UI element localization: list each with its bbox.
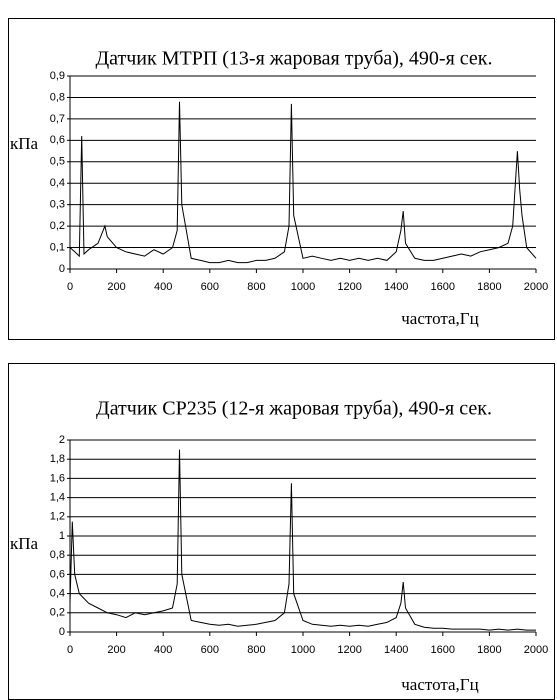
x-tick-label: 800 bbox=[247, 644, 265, 656]
x-axis-label: частота,Гц bbox=[401, 309, 478, 328]
x-tick-label: 0 bbox=[67, 644, 73, 656]
y-tick-label: 0,1 bbox=[50, 241, 65, 253]
x-tick-label: 1000 bbox=[291, 281, 315, 293]
chart-title: Датчик МТРП (13-я жаровая труба), 490-я … bbox=[95, 48, 492, 70]
x-tick-label: 2000 bbox=[524, 644, 548, 656]
chart: Датчик МТРП (13-я жаровая труба), 490-я … bbox=[8, 18, 555, 340]
y-axis-label: кПа bbox=[10, 534, 39, 553]
y-tick-label: 1,4 bbox=[50, 492, 65, 504]
y-tick-label: 0,4 bbox=[50, 588, 65, 600]
y-tick-label: 0,8 bbox=[50, 91, 65, 103]
x-tick-label: 600 bbox=[201, 281, 219, 293]
y-tick-label: 0,8 bbox=[50, 549, 65, 561]
x-tick-label: 1600 bbox=[431, 644, 455, 656]
y-tick-label: 0,6 bbox=[50, 134, 65, 146]
y-tick-label: 0,5 bbox=[50, 156, 65, 168]
x-tick-label: 400 bbox=[154, 281, 172, 293]
y-tick-label: 0,3 bbox=[50, 199, 65, 211]
y-tick-label: 0 bbox=[59, 263, 65, 275]
x-tick-label: 2000 bbox=[524, 281, 548, 293]
x-tick-label: 1400 bbox=[384, 281, 408, 293]
y-tick-label: 0,7 bbox=[50, 113, 65, 125]
x-tick-label: 1200 bbox=[337, 281, 361, 293]
x-tick-label: 1800 bbox=[477, 644, 501, 656]
x-tick-label: 200 bbox=[107, 281, 125, 293]
y-tick-label: 1 bbox=[59, 530, 65, 542]
y-tick-label: 0,9 bbox=[50, 70, 65, 82]
x-tick-label: 200 bbox=[107, 644, 125, 656]
y-tick-label: 1,6 bbox=[50, 472, 65, 484]
y-tick-label: 0,4 bbox=[50, 177, 65, 189]
x-tick-label: 1800 bbox=[477, 281, 501, 293]
x-axis-label: частота,Гц bbox=[401, 675, 478, 694]
y-tick-label: 0,6 bbox=[50, 568, 65, 580]
y-tick-label: 1,2 bbox=[50, 511, 65, 523]
y-tick-label: 0 bbox=[59, 626, 65, 638]
x-tick-label: 1200 bbox=[337, 644, 361, 656]
chart-title: Датчик СР235 (12-я жаровая труба), 490-я… bbox=[96, 398, 492, 420]
x-tick-label: 1600 bbox=[431, 281, 455, 293]
x-tick-label: 600 bbox=[201, 644, 219, 656]
data-line bbox=[69, 101, 537, 264]
chart-frame bbox=[8, 18, 555, 340]
y-tick-label: 0,2 bbox=[50, 607, 65, 619]
x-tick-label: 400 bbox=[154, 644, 172, 656]
x-tick-label: 0 bbox=[67, 281, 73, 293]
chart: Датчик СР235 (12-я жаровая труба), 490-я… bbox=[8, 363, 555, 700]
x-tick-label: 1000 bbox=[291, 644, 315, 656]
x-tick-label: 800 bbox=[247, 281, 265, 293]
y-tick-label: 1,8 bbox=[50, 453, 65, 465]
y-tick-label: 2 bbox=[59, 434, 65, 446]
y-axis-label: кПа bbox=[10, 134, 39, 153]
y-tick-label: 0,2 bbox=[50, 220, 65, 232]
x-tick-label: 1400 bbox=[384, 644, 408, 656]
data-line bbox=[69, 449, 536, 631]
